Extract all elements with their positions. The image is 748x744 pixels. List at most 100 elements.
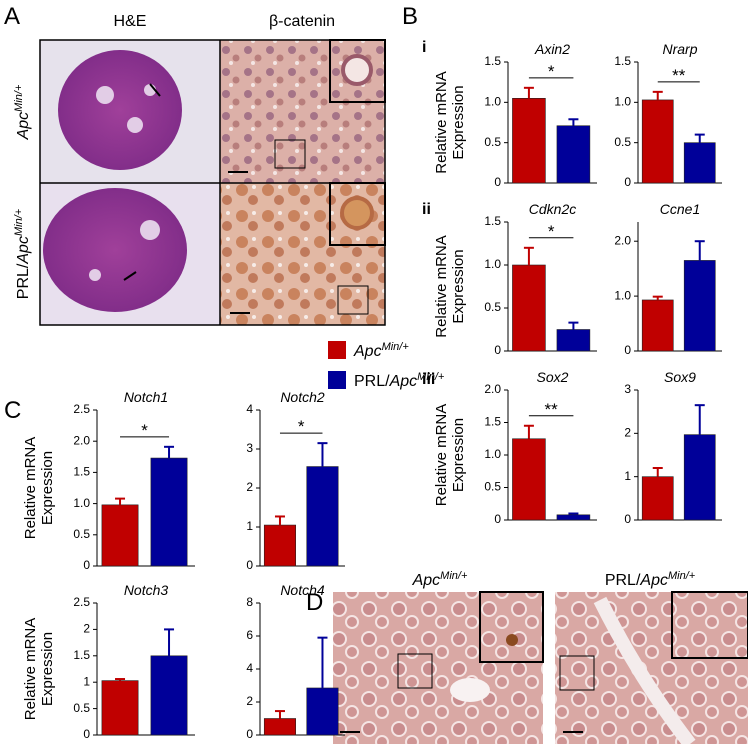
bar — [556, 329, 591, 352]
y-axis-label: Relative mRNA — [433, 71, 450, 174]
significance-label: * — [298, 417, 305, 436]
chart-title: Axin2 — [534, 41, 570, 57]
y-tick-label: 0 — [624, 343, 631, 357]
bar — [641, 99, 674, 184]
y-axis-label: Expression — [39, 632, 56, 706]
bar — [512, 264, 546, 352]
y-tick-label: 0 — [246, 558, 253, 572]
bar — [512, 98, 546, 184]
y-tick-label: 0 — [83, 558, 90, 572]
panel-letter: D — [306, 589, 323, 616]
y-tick-label: 0 — [494, 343, 501, 357]
bar-chart: Ccne1 0 1.0 2.0 — [614, 201, 722, 357]
bar — [101, 680, 139, 736]
chart-title: Notch4 — [280, 582, 325, 598]
bar — [683, 142, 716, 184]
y-axis-label: Relative mRNA — [22, 437, 39, 540]
row-label: iii — [422, 371, 435, 388]
y-tick-label: 1.5 — [73, 465, 90, 479]
legend-label: ApcMin/+ — [353, 341, 409, 360]
bar — [263, 524, 297, 567]
significance-label: * — [548, 222, 555, 241]
y-tick-label: 0.5 — [484, 135, 501, 149]
row-label: ii — [422, 201, 431, 218]
y-tick-label: 0 — [494, 512, 501, 526]
bar — [150, 655, 188, 736]
panel-letter: B — [402, 3, 418, 30]
y-tick-label: 1.0 — [614, 288, 631, 302]
column-label: PRL/ApcMin/+ — [605, 570, 696, 589]
y-axis-label: Relative mRNA — [22, 618, 39, 721]
chart-title: Sox9 — [664, 369, 696, 385]
y-tick-label: 1.5 — [484, 415, 501, 429]
histology-he-top — [40, 40, 220, 183]
bar-chart: Notch3 0 0.5 1 1.5 2 2.5 Relative mRNA Expressio… — [22, 582, 195, 741]
bar — [556, 125, 591, 184]
y-tick-label: 8 — [246, 595, 253, 609]
bar-chart: Axin2 0 0.5 1.0 1.5 Relative mRNA Expression * — [433, 41, 597, 189]
row-label: PRL/ApcMin/+ — [13, 208, 32, 299]
chart-title: Nrarp — [662, 41, 697, 57]
y-tick-label: 0 — [246, 727, 253, 741]
row-label: ApcMin/+ — [13, 84, 32, 140]
y-tick-label: 2.0 — [614, 233, 631, 247]
y-tick-label: 0.5 — [73, 701, 90, 715]
y-tick-label: 3 — [246, 441, 253, 455]
y-tick-label: 2.5 — [73, 595, 90, 609]
y-axis-label: Expression — [450, 418, 467, 492]
histology-d-left — [333, 591, 544, 744]
y-tick-label: 1.0 — [614, 95, 631, 109]
bar-chart: Sox2 0 0.5 1.0 1.5 2.0 Relative mRNA Expression… — [433, 369, 597, 526]
y-tick-label: 0.5 — [73, 527, 90, 541]
significance-label: * — [141, 421, 148, 440]
bar — [641, 299, 674, 352]
y-tick-label: 1 — [246, 519, 253, 533]
chart-title: Notch1 — [124, 389, 168, 405]
histology-bcat-bottom — [220, 182, 386, 325]
y-tick-label: 0 — [83, 727, 90, 741]
y-tick-label: 0 — [624, 175, 631, 189]
y-axis-label: Expression — [39, 451, 56, 525]
bar — [556, 514, 591, 521]
chart-title: Notch2 — [280, 389, 325, 405]
y-tick-label: 1.5 — [73, 648, 90, 662]
bar — [641, 476, 674, 521]
y-axis-label: Expression — [450, 85, 467, 159]
y-tick-label: 2.5 — [73, 402, 90, 416]
y-tick-label: 1.0 — [484, 257, 501, 271]
column-label: H&E — [114, 13, 147, 30]
bar-chart: Notch4 0 2 4 6 8 — [246, 582, 345, 741]
bar — [306, 687, 339, 736]
y-tick-label: 2.0 — [484, 382, 501, 396]
bar-chart: Notch2 0 1 2 3 4 * — [246, 389, 345, 572]
column-label: β-catenin — [269, 13, 335, 30]
y-tick-label: 2 — [624, 426, 631, 440]
y-tick-label: 1.5 — [484, 214, 501, 228]
chart-title: Sox2 — [537, 369, 569, 385]
y-tick-label: 1.5 — [614, 54, 631, 68]
y-tick-label: 1.0 — [484, 95, 501, 109]
significance-label: * — [548, 62, 555, 81]
y-tick-label: 1.5 — [484, 54, 501, 68]
bar — [683, 260, 716, 352]
chart-title: Ccne1 — [660, 201, 700, 217]
column-label: ApcMin/+ — [412, 570, 468, 589]
y-tick-label: 0.5 — [484, 480, 501, 494]
bar-chart: Notch1 0 0.5 1.0 1.5 2.0 2.5 Relative mRNA Expre… — [22, 389, 195, 572]
bar — [512, 438, 546, 521]
bar-chart: Cdkn2c 0 0.5 1.0 1.5 Relative mRNA Expression * — [433, 201, 597, 357]
y-tick-label: 1.0 — [484, 447, 501, 461]
y-axis-label: Expression — [450, 249, 467, 323]
bar — [683, 434, 716, 521]
histology-he-bottom — [40, 183, 220, 325]
histology-bcat-top — [220, 39, 386, 183]
bar — [150, 457, 188, 567]
y-tick-label: 2 — [246, 694, 253, 708]
chart-title: Cdkn2c — [529, 201, 576, 217]
legend-label: PRL/ApcMin/+ — [354, 371, 445, 390]
row-label: i — [422, 39, 426, 56]
y-tick-label: 1 — [83, 674, 90, 688]
y-tick-label: 0 — [624, 512, 631, 526]
significance-label: ** — [545, 400, 559, 419]
